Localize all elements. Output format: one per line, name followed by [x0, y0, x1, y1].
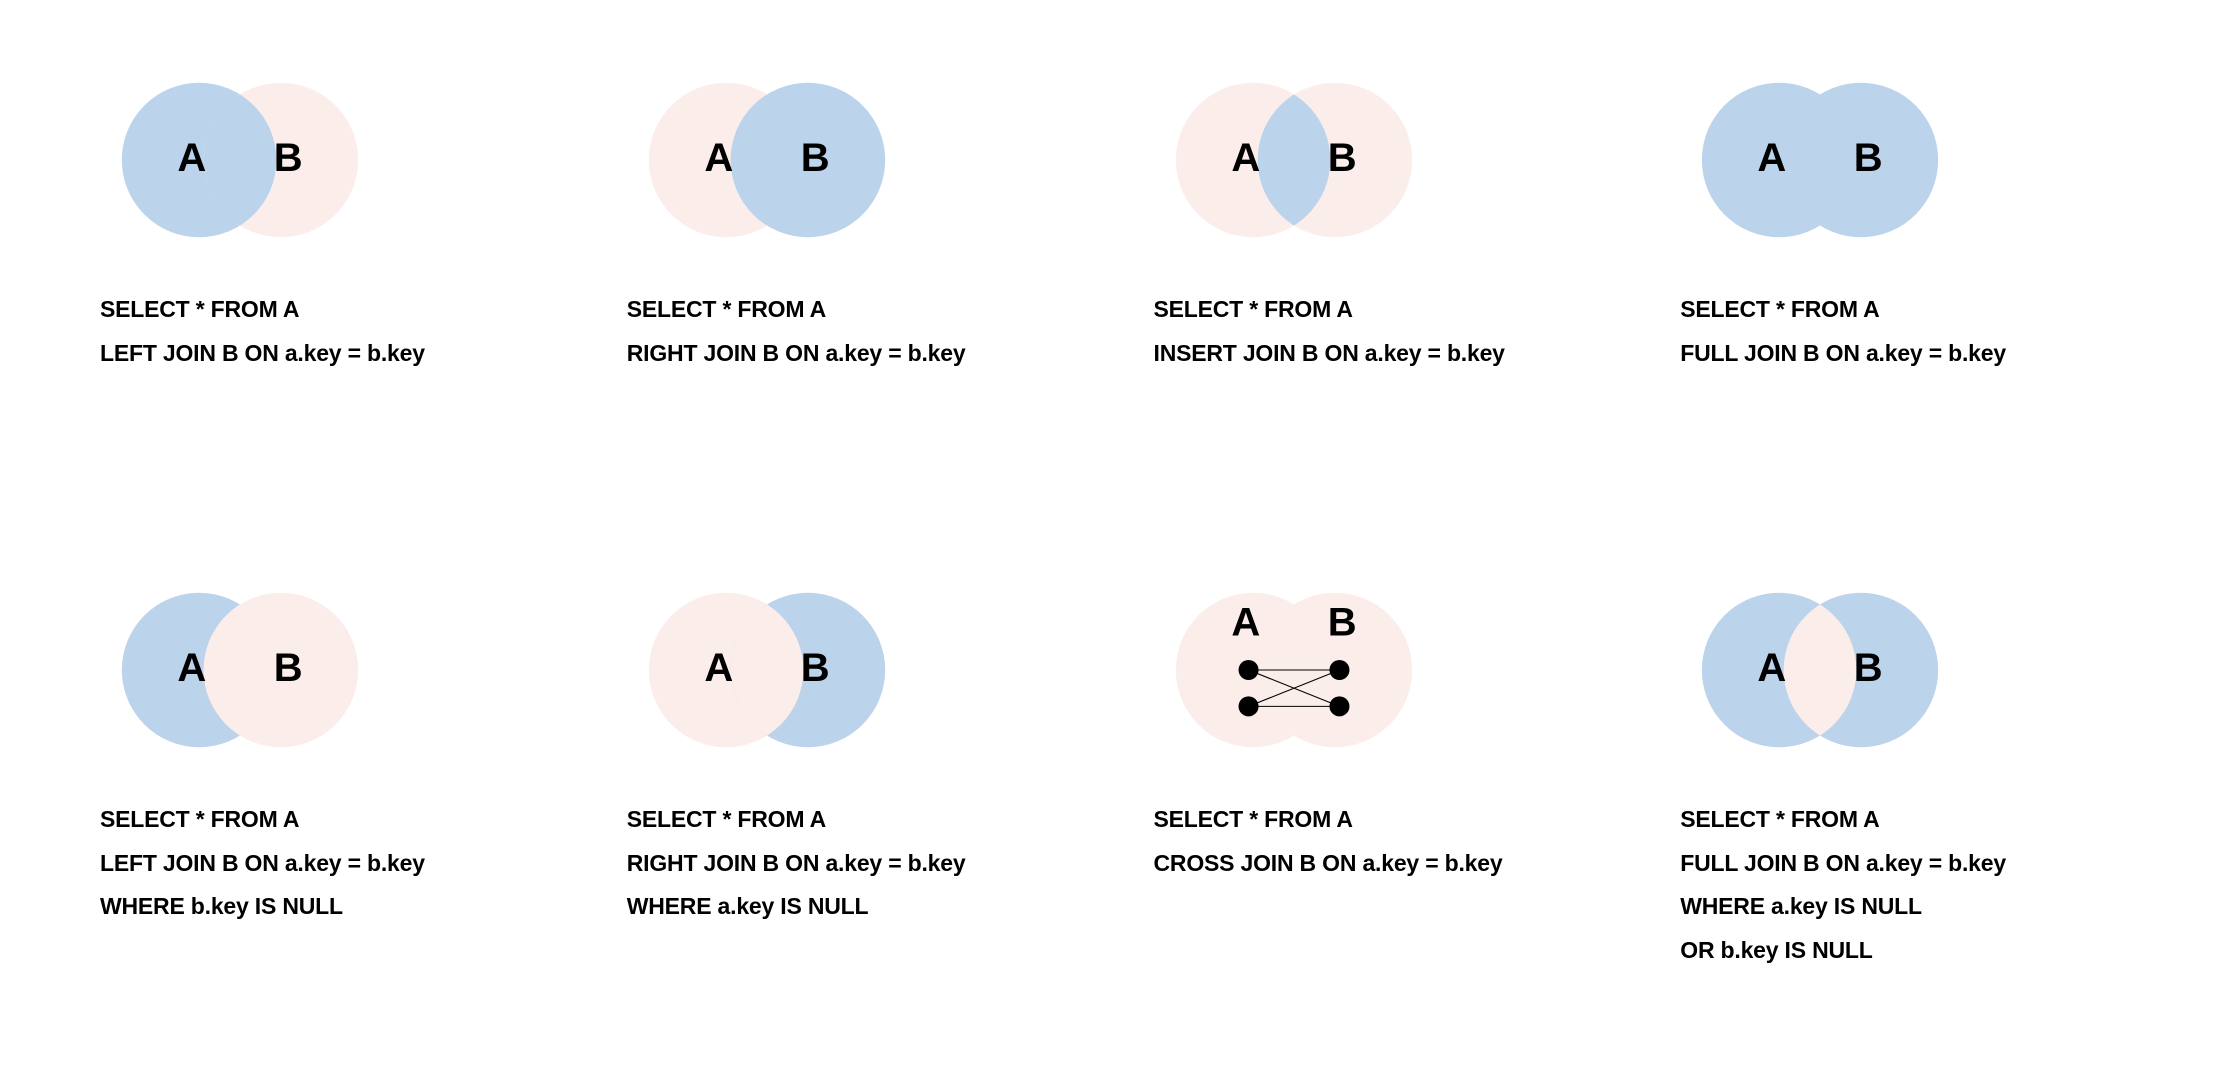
- sql-line: SELECT * FROM A: [1154, 288, 1505, 332]
- sql-line: FULL JOIN B ON a.key = b.key: [1680, 842, 2006, 886]
- sql-text: SELECT * FROM AINSERT JOIN B ON a.key = …: [1154, 288, 1505, 375]
- diagram-right-join: A B SELECT * FROM ARIGHT JOIN B ON a.key…: [627, 60, 1074, 530]
- label-b: B: [1327, 136, 1356, 180]
- venn-insert-join: A B: [1154, 60, 1434, 260]
- sql-text: SELECT * FROM ACROSS JOIN B ON a.key = b…: [1154, 798, 1503, 885]
- sql-line: CROSS JOIN B ON a.key = b.key: [1154, 842, 1503, 886]
- venn-container: A B: [627, 60, 907, 260]
- venn-container: A B: [100, 60, 380, 260]
- venn-container: A B: [1680, 60, 1960, 260]
- label-b: B: [274, 136, 303, 180]
- label-b: B: [1327, 600, 1356, 644]
- label-a: A: [177, 646, 206, 690]
- sql-line: WHERE a.key IS NULL: [627, 885, 966, 929]
- venn-right-join-null: A B: [627, 570, 907, 770]
- venn-left-join: A B: [100, 60, 380, 260]
- label-a: A: [177, 136, 206, 180]
- venn-container: A B: [1154, 570, 1434, 770]
- venn-right-join: A B: [627, 60, 907, 260]
- sql-joins-infographic: A B SELECT * FROM ALEFT JOIN B ON a.key …: [0, 0, 2227, 1080]
- sql-line: OR b.key IS NULL: [1680, 929, 2006, 973]
- label-b: B: [274, 646, 303, 690]
- venn-container: A B: [627, 570, 907, 770]
- label-b: B: [1854, 136, 1883, 180]
- venn-cross-join: A B: [1154, 570, 1434, 770]
- sql-text: SELECT * FROM ARIGHT JOIN B ON a.key = b…: [627, 288, 966, 375]
- label-a: A: [704, 136, 733, 180]
- diagram-left-join: A B SELECT * FROM ALEFT JOIN B ON a.key …: [100, 60, 547, 530]
- diagram-full-join-null: A B SELECT * FROM AFULL JOIN B ON a.key …: [1680, 570, 2127, 1040]
- sql-text: SELECT * FROM ARIGHT JOIN B ON a.key = b…: [627, 798, 966, 929]
- venn-container: A B: [1680, 570, 1960, 770]
- sql-line: SELECT * FROM A: [100, 798, 425, 842]
- diagram-insert-join: A B SELECT * FROM AINSERT JOIN B ON a.ke…: [1154, 60, 1601, 530]
- label-a: A: [704, 646, 733, 690]
- sql-text: SELECT * FROM ALEFT JOIN B ON a.key = b.…: [100, 798, 425, 929]
- diagram-cross-join: A B SELECT * FROM ACROSS JOIN B ON a.key…: [1154, 570, 1601, 1040]
- sql-line: RIGHT JOIN B ON a.key = b.key: [627, 332, 966, 376]
- sql-line: SELECT * FROM A: [627, 798, 966, 842]
- sql-line: FULL JOIN B ON a.key = b.key: [1680, 332, 2006, 376]
- diagram-right-join-null: A B SELECT * FROM ARIGHT JOIN B ON a.key…: [627, 570, 1074, 1040]
- sql-line: SELECT * FROM A: [100, 288, 425, 332]
- sql-line: WHERE a.key IS NULL: [1680, 885, 2006, 929]
- venn-full-join: A B: [1680, 60, 1960, 260]
- sql-line: WHERE b.key IS NULL: [100, 885, 425, 929]
- label-a: A: [1231, 136, 1260, 180]
- diagram-grid: A B SELECT * FROM ALEFT JOIN B ON a.key …: [0, 0, 2227, 1080]
- sql-line: INSERT JOIN B ON a.key = b.key: [1154, 332, 1505, 376]
- label-a: A: [1231, 600, 1260, 644]
- sql-line: SELECT * FROM A: [1680, 798, 2006, 842]
- label-a: A: [1758, 136, 1787, 180]
- diagram-left-join-null: A B SELECT * FROM ALEFT JOIN B ON a.key …: [100, 570, 547, 1040]
- venn-container: A B: [1154, 60, 1434, 260]
- label-b: B: [800, 646, 829, 690]
- venn-full-join-null: A B: [1680, 570, 1960, 770]
- label-a: A: [1758, 646, 1787, 690]
- sql-text: SELECT * FROM ALEFT JOIN B ON a.key = b.…: [100, 288, 425, 375]
- diagram-full-join: A B SELECT * FROM AFULL JOIN B ON a.key …: [1680, 60, 2127, 530]
- sql-line: LEFT JOIN B ON a.key = b.key: [100, 332, 425, 376]
- label-b: B: [1854, 646, 1883, 690]
- sql-text: SELECT * FROM AFULL JOIN B ON a.key = b.…: [1680, 798, 2006, 973]
- sql-line: SELECT * FROM A: [627, 288, 966, 332]
- sql-text: SELECT * FROM AFULL JOIN B ON a.key = b.…: [1680, 288, 2006, 375]
- venn-left-join-null: A B: [100, 570, 380, 770]
- sql-line: RIGHT JOIN B ON a.key = b.key: [627, 842, 966, 886]
- label-b: B: [800, 136, 829, 180]
- sql-line: SELECT * FROM A: [1154, 798, 1503, 842]
- venn-container: A B: [100, 570, 380, 770]
- sql-line: SELECT * FROM A: [1680, 288, 2006, 332]
- sql-line: LEFT JOIN B ON a.key = b.key: [100, 842, 425, 886]
